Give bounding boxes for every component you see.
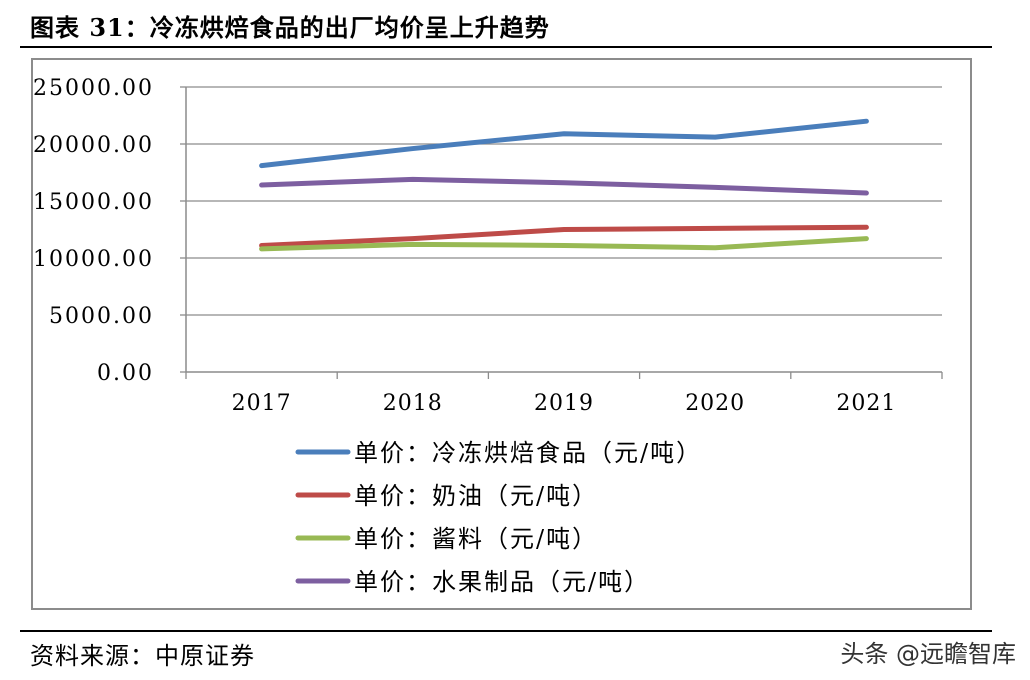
x-tick-label: 2017 xyxy=(232,391,292,416)
series-lines xyxy=(259,118,869,252)
y-tick-label: 10000.00 xyxy=(33,247,154,272)
y-tick-label: 20000.00 xyxy=(33,133,154,158)
y-tick-labels: 0.00 5000.00 10000.00 15000.00 20000.00 25000… xyxy=(33,76,154,386)
chart-frame xyxy=(31,58,972,610)
watermark: 头条 @远瞻智库 xyxy=(840,640,1016,668)
legend-label-1: 单价：冷冻烘焙食品（元/吨） xyxy=(354,439,702,467)
x-tick-label: 2019 xyxy=(534,391,594,416)
series-line-1 xyxy=(259,118,869,169)
top-rule xyxy=(20,46,992,48)
y-tick-label: 0.00 xyxy=(97,361,154,386)
legend-label-4: 单价：水果制品（元/吨） xyxy=(354,568,650,596)
x-tick-labels: 2017 2018 2019 2020 2021 xyxy=(232,391,896,416)
legend-label-2: 单价：奶油（元/吨） xyxy=(354,482,598,510)
y-tick-label: 15000.00 xyxy=(33,190,154,215)
figure-title: 图表 31：冷冻烘焙食品的出厂均价呈上升趋势 xyxy=(30,13,550,42)
x-tick-label: 2020 xyxy=(685,391,745,416)
series-line-2 xyxy=(259,224,869,248)
axes xyxy=(180,86,943,379)
series-line-4 xyxy=(259,176,869,196)
source-note: 资料来源：中原证券 xyxy=(30,642,255,670)
bottom-rule xyxy=(20,630,992,632)
series-line-3 xyxy=(259,236,869,252)
y-tick-label: 5000.00 xyxy=(49,304,154,329)
x-tick-label: 2018 xyxy=(383,391,443,416)
y-tick-label: 25000.00 xyxy=(33,76,154,101)
legend-label-3: 单价：酱料（元/吨） xyxy=(354,525,598,553)
legend: 单价：冷冻烘焙食品（元/吨） 单价：奶油（元/吨） 单价：酱料（元/吨） 单价：水果制… xyxy=(295,439,702,596)
gridlines xyxy=(186,86,942,316)
x-tick-label: 2021 xyxy=(836,391,896,416)
